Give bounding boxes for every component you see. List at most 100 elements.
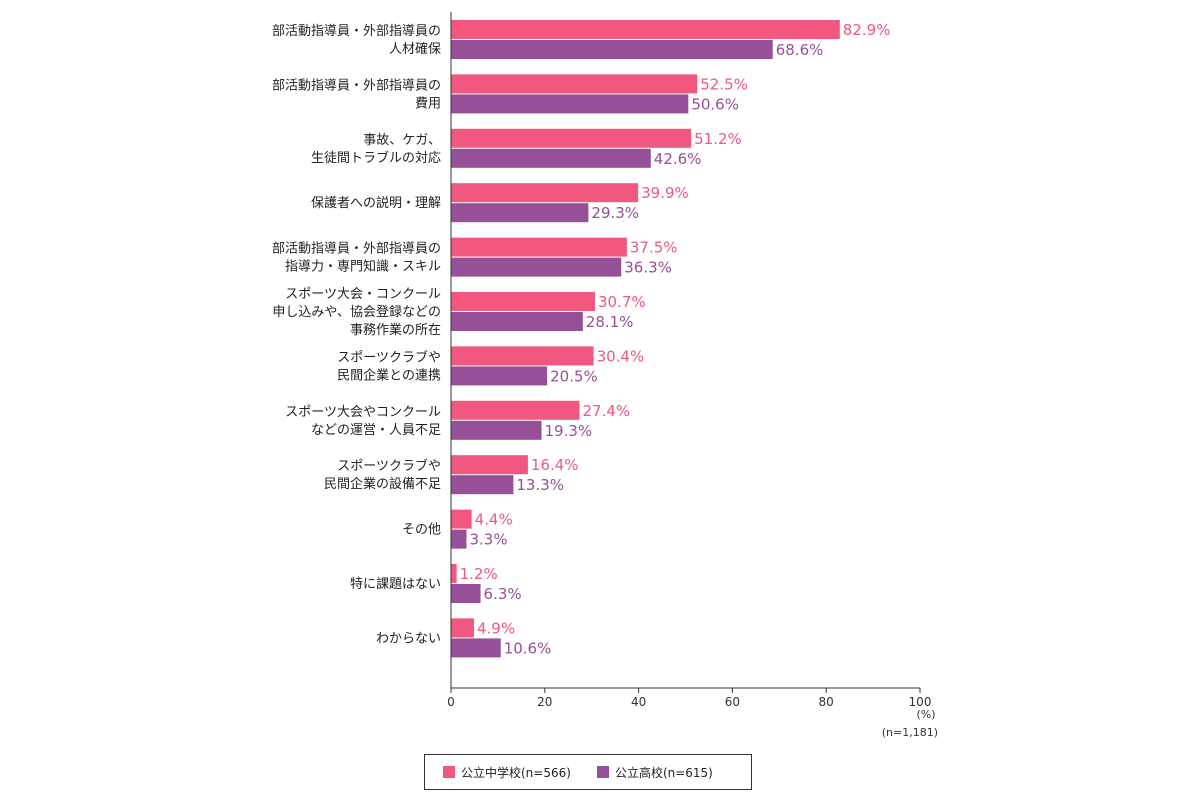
bar-high-school [451,584,481,603]
category-label-line: 部活動指導員・外部指導員の [272,24,441,39]
category-label-line: 費用 [415,96,441,111]
bar-high-school [451,420,542,440]
category-label-line: 部活動指導員・外部指導員の [272,242,441,257]
category-label: わからない [376,631,441,646]
value-label-high-school: 13.3% [516,476,564,494]
category-label-line: 民間企業の設備不足 [324,476,441,492]
value-label-high-school: 42.6% [654,150,702,168]
value-label-junior-high: 27.4% [583,402,631,420]
bar-high-school [451,475,514,495]
bars [451,20,840,658]
x-tick-label: 40 [631,695,646,709]
category-label: 事故、ケガ、生徒間トラブルの対応 [311,133,441,166]
bar-high-school [451,257,622,277]
value-label-junior-high: 30.4% [597,347,645,365]
legend-swatch-high-school [596,766,609,778]
bar-chart: 部活動指導員・外部指導員の人材確保部活動指導員・外部指導員の費用事故、ケガ、生徒… [272,12,938,739]
bar-junior-high [451,20,840,39]
value-label-junior-high: 16.4% [531,456,579,474]
value-label-junior-high: 39.9% [641,184,689,202]
category-label-line: スポーツ大会・コンクール [285,287,441,302]
value-label-junior-high: 52.5% [700,75,748,93]
category-label-line: スポーツ大会やコンクール [285,405,441,420]
value-label-high-school: 50.6% [691,95,739,113]
bar-junior-high [451,183,639,203]
category-label-line: などの運営・人員不足 [311,423,441,438]
category-label-line: 民間企業との連携 [337,367,441,383]
category-label-line: 事故、ケガ、 [363,133,441,148]
x-tick-label: 100 [909,695,932,709]
category-label: その他 [402,523,441,538]
bar-junior-high [451,237,627,257]
category-labels: 部活動指導員・外部指導員の人材確保部活動指導員・外部指導員の費用事故、ケガ、生徒… [272,24,441,646]
legend-item-high-school: 公立高校(n=615) [596,764,713,781]
value-label-junior-high: 82.9% [843,21,891,39]
x-tick-label: 60 [725,695,740,709]
bar-high-school [451,312,583,331]
category-label: スポーツクラブや民間企業との連携 [337,349,441,383]
category-label: スポーツクラブや民間企業の設備不足 [324,458,441,492]
value-label-high-school: 3.3% [469,531,507,549]
value-label-high-school: 68.6% [776,41,824,59]
category-label-line: 申し込みや、協会登録などの [272,305,441,320]
bar-high-school [451,148,651,168]
value-label-junior-high: 30.7% [598,293,646,311]
value-label-high-school: 10.6% [504,639,552,657]
bar-high-school [451,94,689,114]
category-label-line: その他 [402,523,441,538]
x-tick-label: 80 [819,695,834,709]
category-label-line: スポーツクラブや [337,349,441,365]
legend: 公立中学校(n=566) 公立高校(n=615) [424,754,752,790]
value-label-high-school: 19.3% [545,422,593,440]
bar-junior-high [451,74,698,94]
x-tick-label: 20 [537,695,552,709]
category-label-line: 指導力・専門知識・スキル [285,259,441,275]
x-tick-label: 0 [447,695,455,709]
bar-junior-high [451,346,594,366]
category-label-line: 特に課題はない [350,576,441,592]
value-label-junior-high: 1.2% [460,565,498,583]
category-label-line: 人材確保 [389,41,441,57]
sample-size-note: (n=1,181) [882,726,938,739]
bar-junior-high [451,400,580,420]
category-label-line: スポーツクラブや [337,458,441,474]
bar-junior-high [451,564,457,583]
category-label-line: 生徒間トラブルの対応 [311,150,441,166]
category-label: 部活動指導員・外部指導員の指導力・専門知識・スキル [272,242,441,275]
value-label-junior-high: 51.2% [694,130,742,148]
value-label-high-school: 36.3% [624,259,672,277]
category-label: 部活動指導員・外部指導員の費用 [272,78,441,111]
category-label-line: 保護者への説明・理解 [311,195,441,211]
legend-item-junior-high: 公立中学校(n=566) [443,764,571,781]
x-axis: 0 20 40 60 80 100 [447,12,931,709]
category-label-line: わからない [376,631,441,646]
bar-junior-high [451,128,692,148]
legend-swatch-junior-high [443,766,455,778]
value-label-junior-high: 4.9% [477,619,515,637]
bar-junior-high [451,455,528,475]
category-label-line: 事務作業の所在 [350,322,441,338]
category-label: 保護者への説明・理解 [311,195,441,211]
value-labels: 82.9% 68.6% 52.5% 50.6% 51.2% 42.6% 39.9%29.3%… [460,21,891,657]
category-label: スポーツ大会・コンクール申し込みや、協会登録などの事務作業の所在 [272,287,441,338]
category-label: 特に課題はない [350,576,441,592]
bar-junior-high [451,292,595,311]
bar-high-school [451,40,773,59]
bar-high-school [451,366,548,386]
category-label: 部活動指導員・外部指導員の人材確保 [272,24,441,57]
value-label-high-school: 29.3% [591,204,639,222]
legend-label-high-school: 公立高校(n=615) [614,765,713,780]
value-label-junior-high: 4.4% [475,511,513,529]
value-label-high-school: 20.5% [550,367,598,385]
x-axis-unit: (%) [916,708,935,721]
bar-junior-high [451,618,474,638]
bar-junior-high [451,509,472,529]
bar-high-school [451,529,467,549]
value-label-high-school: 28.1% [586,313,634,331]
category-label-line: 部活動指導員・外部指導員の [272,78,441,93]
bar-high-school [451,203,589,223]
bar-high-school [451,638,501,658]
value-label-junior-high: 37.5% [630,239,678,257]
legend-label-junior-high: 公立中学校(n=566) [461,765,571,780]
category-label: スポーツ大会やコンクールなどの運営・人員不足 [285,405,441,438]
